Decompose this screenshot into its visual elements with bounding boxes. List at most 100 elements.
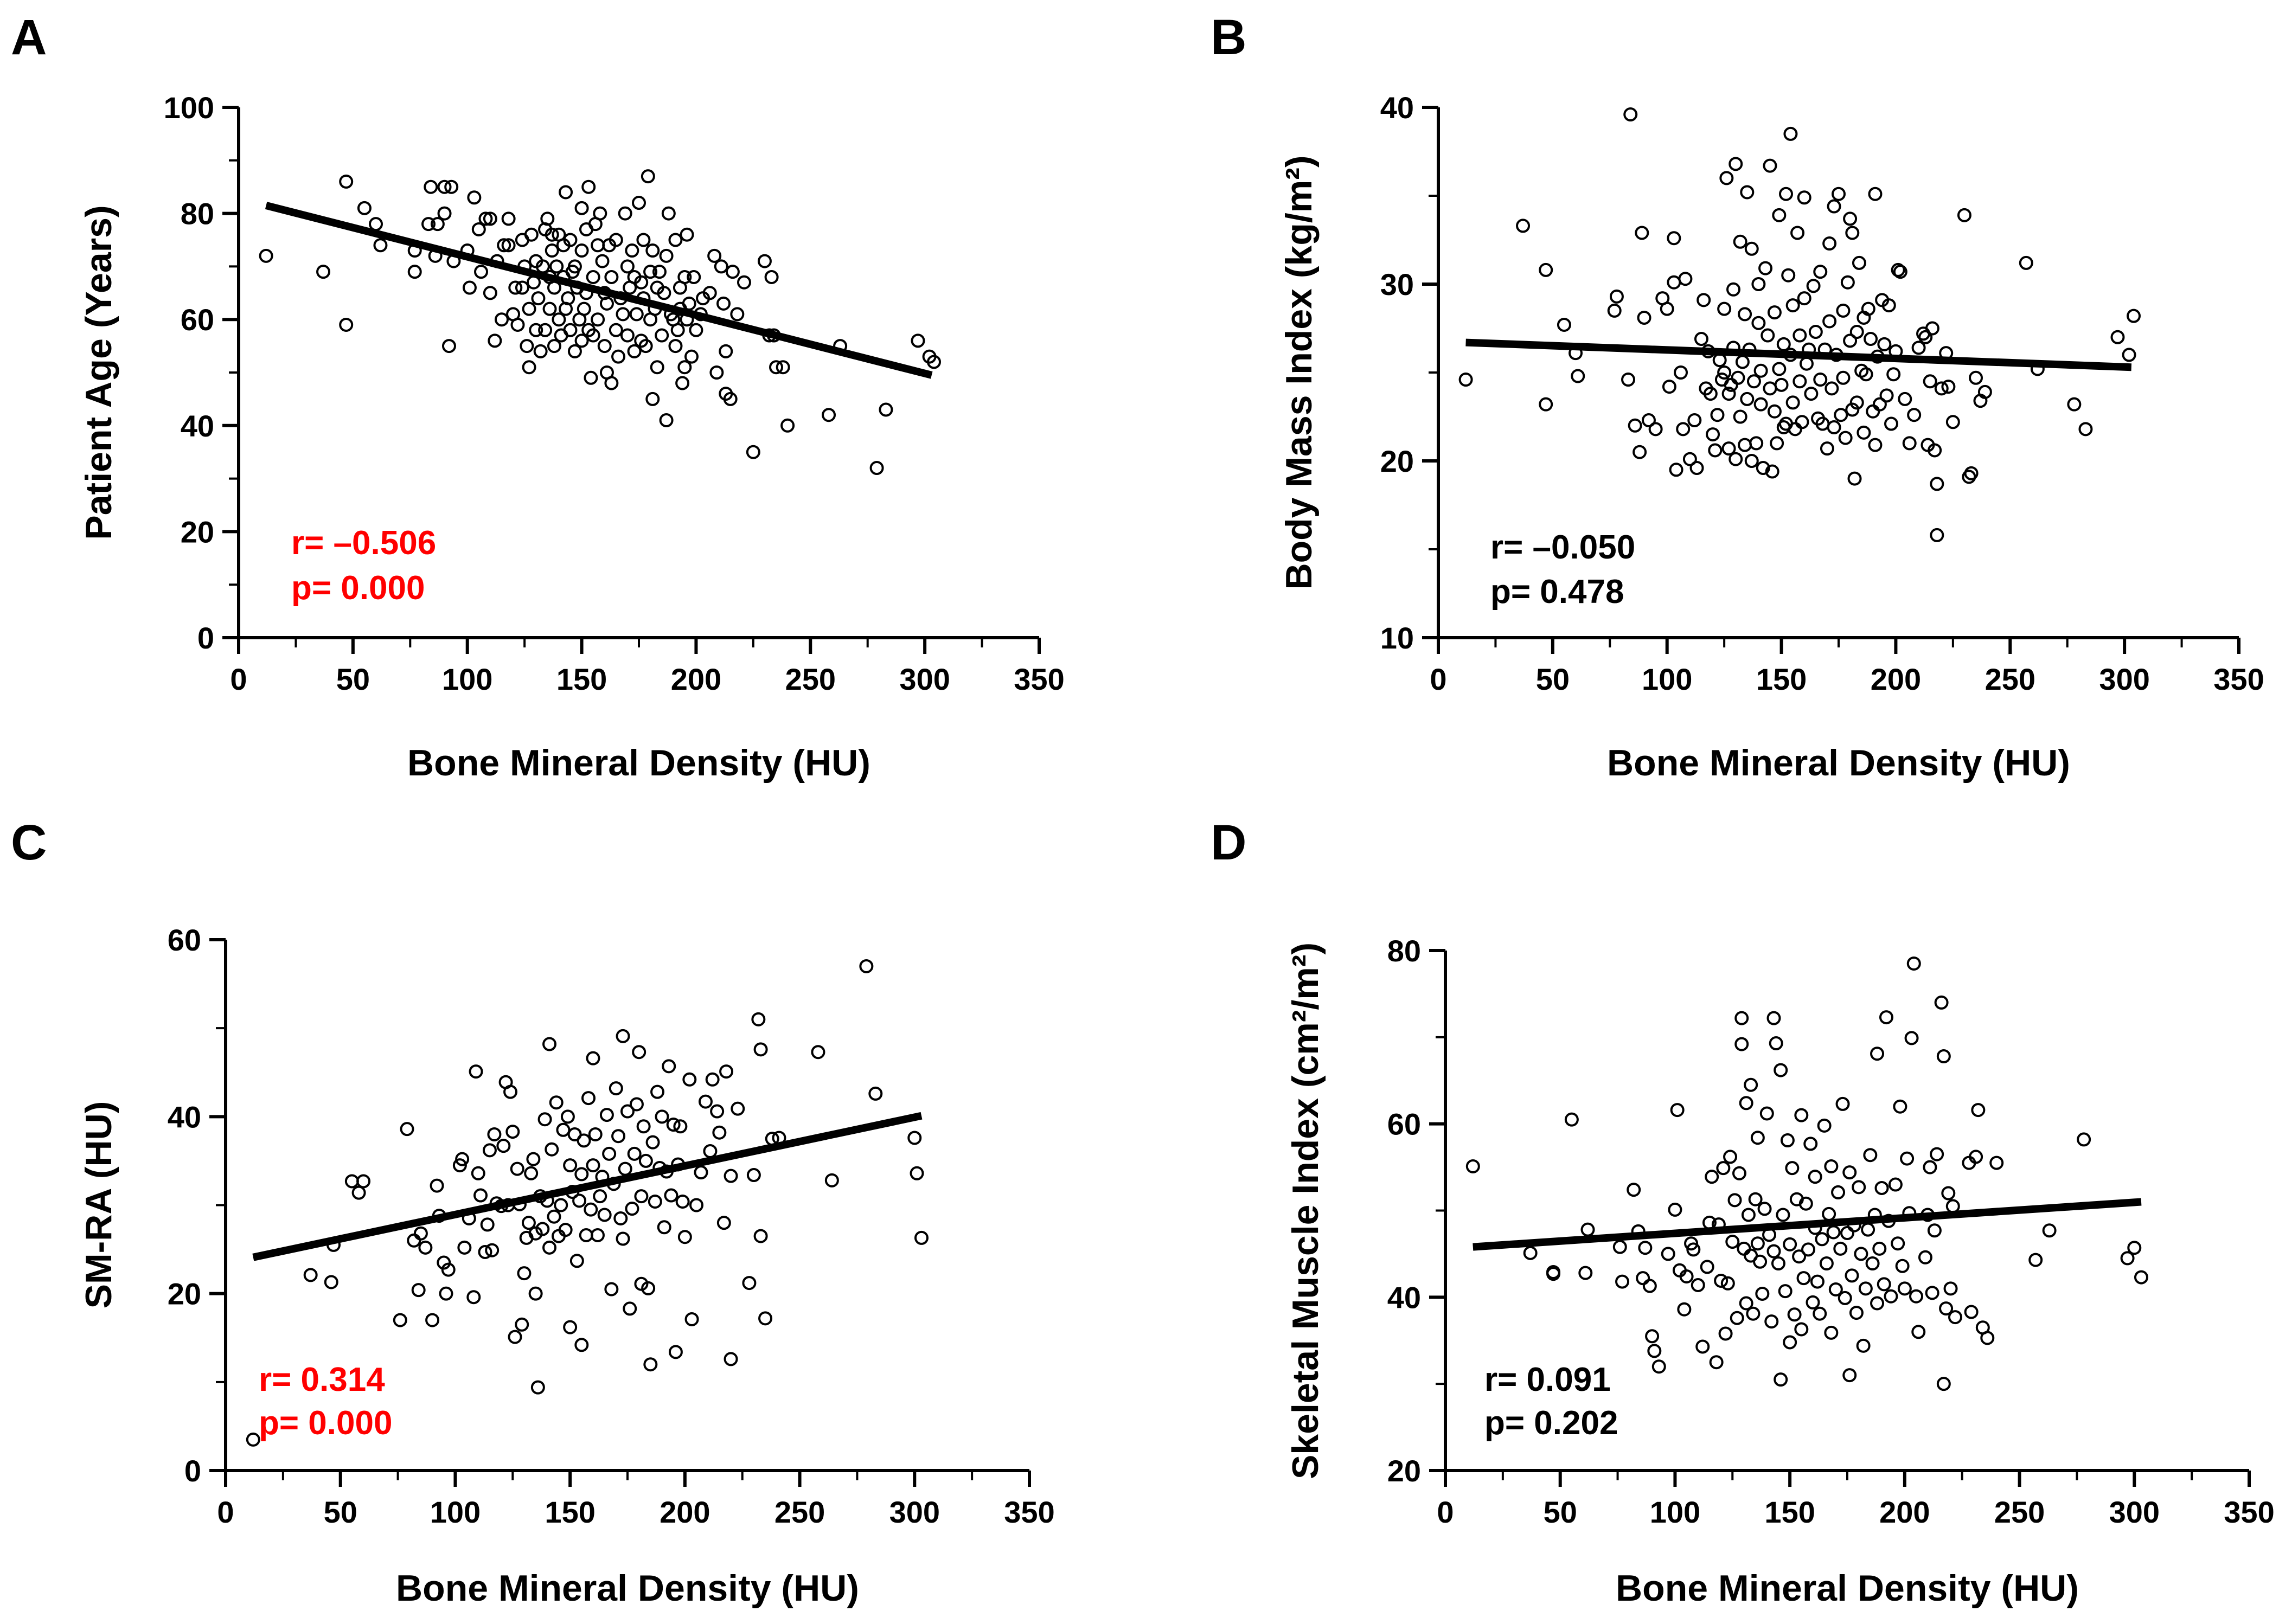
x-tick-label-c: 100	[430, 1495, 481, 1529]
data-point-c	[437, 1255, 451, 1270]
data-point-c	[620, 1104, 635, 1119]
data-point-a	[545, 227, 559, 242]
data-point-c	[586, 1051, 600, 1065]
data-point-d	[1780, 1133, 1795, 1148]
data-point-a	[652, 265, 667, 279]
y-tick-label-a: 100	[164, 91, 214, 125]
data-point-a	[709, 365, 724, 380]
data-point-d	[1803, 1137, 1818, 1151]
data-point-b	[1717, 301, 1732, 316]
data-point-d	[1842, 1165, 1857, 1180]
data-point-d	[2042, 1223, 2057, 1238]
data-point-b	[1797, 190, 1811, 205]
y-tick-label-d: 60	[1387, 1107, 1421, 1141]
data-point-a	[661, 206, 676, 221]
data-point-a	[501, 211, 516, 226]
data-point-c	[430, 1178, 444, 1193]
data-point-c	[418, 1240, 433, 1255]
data-point-b	[1694, 332, 1708, 346]
y-tick-label-a: 0	[197, 621, 214, 655]
data-point-d	[1925, 1286, 1939, 1300]
data-point-c	[634, 1276, 649, 1291]
data-point-d	[1741, 1208, 1756, 1222]
y-axis-title-b: Body Mass Index (kg/m²)	[1278, 155, 1320, 589]
data-point-c	[505, 1125, 520, 1139]
data-point-c	[859, 959, 874, 973]
data-point-b	[1712, 353, 1727, 368]
data-point-b	[1785, 395, 1800, 410]
data-point-b	[1941, 380, 1956, 394]
y-tick-label-a: 40	[181, 409, 214, 443]
data-point-b	[1689, 461, 1704, 476]
data-point-d	[1893, 1099, 1907, 1114]
panel-letter-a: A	[11, 10, 47, 65]
data-point-c	[547, 1209, 561, 1224]
data-point-d	[1849, 1306, 1864, 1320]
panel-c: C 0 50 100 150 200 250 300 350 0 20 40 60 Bone Mine…	[11, 815, 1055, 1609]
data-point-b	[1641, 413, 1656, 428]
data-point-a	[725, 265, 740, 279]
panel-letter-c: C	[11, 815, 47, 870]
data-point-b	[1845, 402, 1860, 417]
data-point-b	[1827, 420, 1841, 435]
y-axis-title-d: Skeletal Muscle Index (cm²/m²)	[1285, 942, 1326, 1479]
data-point-d	[1776, 1208, 1790, 1222]
data-point-c	[664, 1188, 678, 1203]
data-point-a	[563, 323, 578, 337]
data-point-b	[1740, 391, 1755, 406]
data-point-d	[1546, 1264, 1561, 1279]
data-point-d	[1824, 1325, 1839, 1340]
data-point-c	[574, 1338, 589, 1352]
data-point-c	[487, 1127, 502, 1141]
data-point-d	[1774, 1063, 1788, 1077]
data-point-b	[1861, 301, 1875, 316]
x-tick-label-a: 200	[671, 662, 721, 696]
data-point-b	[1785, 298, 1800, 313]
data-point-a	[643, 265, 658, 279]
data-point-a	[616, 307, 630, 322]
x-tick-label-a: 300	[899, 662, 950, 696]
data-point-a	[549, 259, 564, 274]
data-point-c	[554, 1198, 568, 1212]
data-point-b	[1557, 317, 1571, 332]
data-point-c	[662, 1059, 676, 1074]
data-point-b	[1779, 187, 1794, 201]
data-point-b	[1790, 226, 1805, 240]
data-point-d	[1923, 1160, 1937, 1174]
data-point-b	[1706, 427, 1720, 442]
data-point-c	[542, 1037, 557, 1051]
data-point-d	[2134, 1270, 2148, 1285]
data-point-b	[1735, 355, 1750, 369]
data-point-a	[591, 312, 605, 327]
data-point-a	[357, 201, 372, 215]
data-point-c	[579, 1228, 593, 1242]
data-point-a	[625, 243, 639, 258]
data-point-d	[1737, 1241, 1751, 1256]
y-tick-label-d: 20	[1387, 1454, 1421, 1488]
x-tick-label-a: 50	[336, 662, 370, 696]
data-point-d	[1792, 1249, 1807, 1264]
x-tick-label-a: 250	[785, 662, 836, 696]
data-point-c	[604, 1282, 619, 1296]
data-point-c	[751, 1012, 766, 1026]
x-tick-label-c: 300	[889, 1495, 940, 1529]
data-point-a	[559, 185, 573, 200]
data-point-c	[632, 1045, 646, 1060]
data-point-a	[437, 206, 452, 221]
data-point-b	[1881, 298, 1896, 313]
data-point-d	[1523, 1246, 1538, 1260]
data-point-c	[545, 1142, 559, 1157]
data-point-b	[1820, 441, 1834, 456]
data-point-a	[746, 445, 760, 459]
data-point-b	[1781, 268, 1796, 283]
data-point-c	[577, 1133, 591, 1148]
data-point-d	[1766, 1244, 1781, 1259]
data-point-c	[634, 1189, 649, 1204]
data-point-b	[1884, 416, 1898, 431]
data-point-b	[1637, 310, 1651, 325]
data-point-b	[1648, 422, 1663, 437]
data-point-d	[1794, 1322, 1809, 1337]
data-point-d	[1636, 1271, 1650, 1286]
data-point-b	[1687, 413, 1702, 428]
data-point-c	[393, 1313, 407, 1327]
